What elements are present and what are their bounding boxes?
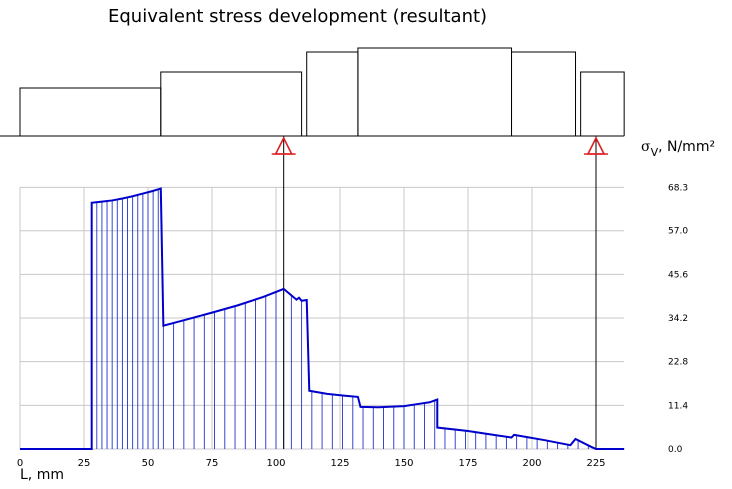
y-tick-label: 45.6	[668, 270, 688, 280]
y-tick-label: 68.3	[668, 183, 688, 193]
bearing-markers	[271, 136, 608, 449]
x-axis-label: L, mm	[20, 467, 64, 483]
y-tick-label: 57.0	[668, 227, 688, 237]
y-tick-label: 11.4	[668, 401, 688, 411]
shaft-section-5	[580, 71, 625, 136]
chart-title: Equivalent stress development (resultant…	[108, 6, 488, 27]
shaft-section-4	[511, 51, 577, 136]
y-axis-subscript: V	[650, 146, 659, 159]
x-tick-label: 150	[394, 458, 413, 469]
x-tick-labels: 0 25 50 75 100 125 150 175 200 225	[17, 458, 606, 469]
shaft-profile	[0, 47, 625, 137]
x-tick-label: 0	[17, 458, 23, 469]
x-tick-label: 100	[266, 458, 285, 469]
x-tick-label: 50	[142, 458, 155, 469]
shaft-section-1	[160, 71, 303, 136]
x-tick-label: 75	[206, 458, 219, 469]
y-tick-label: 22.8	[668, 358, 688, 368]
y-tick-label: 0.0	[668, 445, 683, 455]
x-tick-label: 25	[78, 458, 91, 469]
x-tick-label: 200	[522, 458, 541, 469]
hatch-lines	[96, 189, 589, 449]
x-tick-label: 175	[458, 458, 477, 469]
x-tick-label: 225	[586, 458, 605, 469]
series-line-0	[20, 187, 625, 450]
y-tick-labels: 0.0 11.4 22.8 34.2 45.6 57.0 68.3	[668, 183, 688, 455]
y-axis-symbol: σ	[641, 139, 651, 155]
y-axis-unit: , N/mm²	[658, 139, 716, 155]
shaft-section-3	[357, 47, 513, 136]
y-axis-label: σV, N/mm²	[641, 139, 716, 159]
shaft-section-2	[306, 51, 359, 136]
shaft-section-0	[19, 87, 162, 136]
x-tick-label: 125	[330, 458, 349, 469]
y-tick-label: 34.2	[668, 314, 688, 324]
series	[20, 187, 625, 450]
